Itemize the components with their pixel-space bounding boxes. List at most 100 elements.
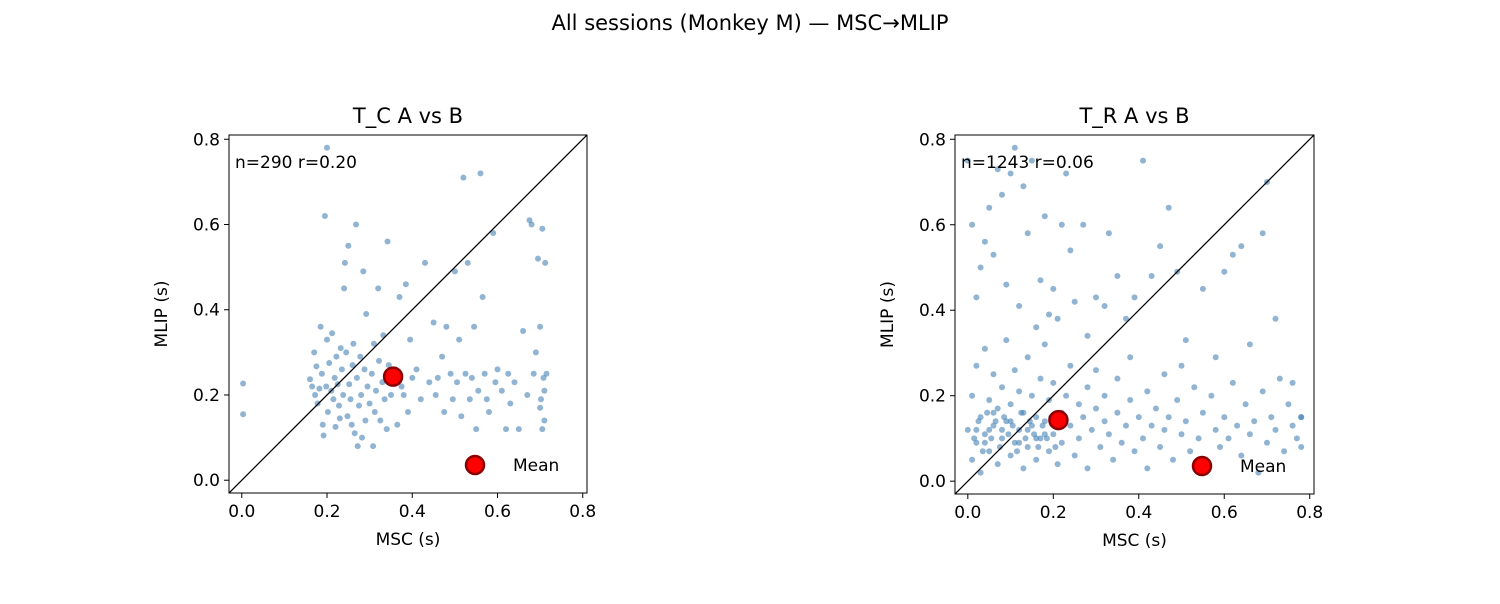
scatter-point [999,426,1005,433]
scatter-point [498,387,505,394]
scatter-point [1067,422,1074,429]
scatter-point [1024,444,1031,450]
scatter-point [1289,379,1296,386]
scatter-point [1033,435,1040,442]
scatter-point [407,336,414,343]
scatter-point [370,340,377,347]
x-tick-label: 0.4 [1125,503,1152,523]
scatter-point [986,204,993,211]
scatter-point [350,340,357,347]
scatter-point [1255,469,1262,476]
scatter-point [1105,230,1112,237]
scatter-point [1016,303,1023,309]
scatter-point [1268,414,1275,421]
x-axis-label: MSC (s) [1102,531,1167,551]
scatter-point [1229,379,1236,386]
scatter-point [1101,418,1108,425]
y-tick-label: 0.6 [919,216,946,236]
chart-t-r: T_R A vs B 0.0 0.2 0.4 0.6 0.8 0.0 0.2 0.4 0.6 0.8… [878,104,1323,551]
scatter-point [396,294,403,300]
scatter-point [1016,439,1023,446]
scatter-point [1093,405,1099,412]
scatter-point [1088,426,1095,433]
scatter-point [532,349,539,356]
scatter-point [1007,418,1014,425]
scatter-point [1114,375,1121,382]
mean-marker [382,366,404,387]
scatter-point [999,191,1005,198]
scatter-point [986,397,993,403]
scatter-point [349,362,356,369]
scatter-point [1001,414,1008,421]
figure-suptitle: All sessions (Monkey M) — MSC→MLIP [551,11,948,35]
scatter-point [539,426,546,433]
scatter-point [324,144,330,151]
scatter-point [1221,414,1228,421]
scatter-point [490,230,497,236]
scatter-point [376,357,382,364]
scatter-point [528,221,535,228]
y-axis-label: MLIP (s) [152,281,172,348]
x-tick-label: 0.8 [1296,503,1323,523]
scatter-point [1050,379,1057,386]
scatter-point [1127,397,1134,403]
scatter-point [318,370,325,377]
scatter-point [1165,414,1172,421]
y-tick-label: 0.0 [193,471,220,491]
scatter-point [1028,392,1035,399]
scatter-point [515,426,522,433]
scatter-point [1135,414,1142,421]
scatter-point [1054,315,1061,322]
scatter-point [494,366,501,373]
legend-label: Mean [513,456,559,476]
scatter-point [1067,362,1074,369]
scatter-point [409,374,416,381]
scatter-point [1020,183,1027,190]
scatter-point [343,349,350,356]
scatter-point [1084,384,1091,391]
scatter-point [537,404,544,411]
scatter-point [986,448,993,455]
x-tick-label: 0.8 [569,502,596,522]
scatter-point [1140,157,1146,164]
scatter-point [1028,157,1035,164]
scatter-point [1170,456,1176,463]
scatter-point [973,426,980,433]
scatter-point [542,259,549,266]
scatter-point [331,374,338,381]
scatter-point [1007,170,1014,177]
scatter-point [312,392,319,398]
scatter-point [1022,435,1029,442]
scatter-point [311,349,318,356]
scatter-point [337,345,344,352]
scatter-point [537,323,544,330]
scatter-point [1178,362,1185,369]
scatter-point [507,400,514,407]
scatter-point [1018,409,1025,416]
scatter-point [1182,418,1189,425]
scatter-point [1246,341,1253,348]
scatter-point [541,417,548,424]
scatter-point [1234,422,1241,429]
scatter-point [1157,444,1164,450]
scatter-point [969,392,976,399]
scatter-point [1238,243,1245,250]
plot-area [955,135,1314,494]
scatter-point [524,392,531,398]
x-tick-label: 0.0 [954,503,981,523]
scatter-point [994,405,1001,412]
scatter-point [430,319,437,326]
scatter-point [354,443,361,450]
scatter-point [353,221,359,228]
scatter-point [364,383,371,390]
scatter-point [1037,435,1044,442]
scatter-point [1161,371,1168,378]
scatter-point [1178,431,1185,438]
y-tick-label: 0.6 [193,216,220,236]
scatter-point [402,281,409,288]
scatter-point [363,311,370,317]
scatter-point [434,374,441,381]
scatter-point [971,435,978,442]
